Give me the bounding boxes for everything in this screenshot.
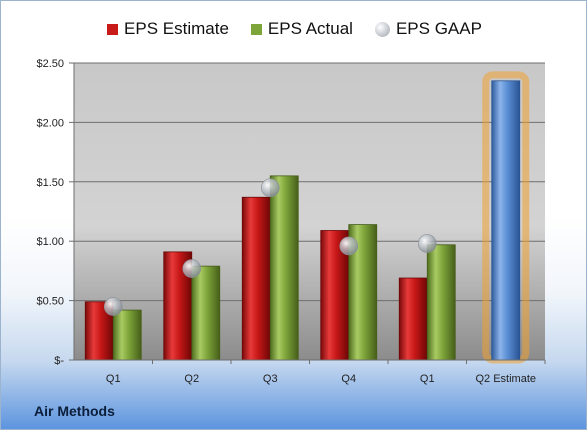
x-tick-label: Q2: [184, 373, 199, 385]
gaap-marker: [182, 259, 202, 278]
bar-estimate: [398, 277, 428, 361]
y-axis-ticks: $- $0.50 $1.00 $1.50 $2.00 $2.50: [36, 58, 75, 367]
bars: [84, 71, 530, 364]
gaap-marker: [260, 178, 280, 198]
company-name: Air Methods: [34, 403, 115, 419]
legend-swatch-gaap: [374, 21, 390, 37]
grid-lines: [74, 62, 545, 361]
legend-label-estimate: EPS Estimate: [124, 19, 229, 38]
legend-swatch-estimate: [107, 23, 119, 35]
bar-actual: [269, 175, 299, 361]
legend-item-gaap: EPS GAAP: [374, 19, 482, 39]
y-tick-label: $-: [54, 355, 64, 367]
plot-area: [74, 63, 545, 360]
y-tick-label: $2.00: [36, 117, 64, 129]
legend-swatch-actual: [250, 23, 262, 35]
gaap-marker: [103, 297, 123, 316]
y-tick-label: $2.50: [36, 58, 64, 70]
bar-estimate: [241, 196, 271, 361]
gaap-marker: [417, 234, 437, 253]
x-axis-ticks: Q1 Q2 Q3 Q4 Q1 Q2 Estimate: [74, 359, 546, 385]
x-tick-label: Q3: [263, 373, 278, 385]
legend-item-actual: EPS Actual: [250, 19, 353, 39]
legend-label-actual: EPS Actual: [267, 19, 353, 38]
bar-estimate: [491, 80, 521, 361]
y-tick-label: $0.50: [36, 296, 64, 308]
legend-label-gaap: EPS GAAP: [395, 19, 482, 38]
x-tick-label: Q2 Estimate: [475, 373, 536, 385]
y-tick-label: $1.00: [36, 236, 64, 248]
legend: EPS Estimate EPS Actual EPS GAAP: [1, 17, 587, 41]
gaap-markers: [103, 178, 437, 316]
x-tick-label: Q4: [341, 373, 356, 385]
bar-actual: [112, 309, 142, 361]
x-tick-label: Q1: [420, 373, 435, 385]
x-tick-label: Q1: [106, 373, 121, 385]
gaap-marker: [339, 236, 359, 256]
legend-item-estimate: EPS Estimate: [107, 19, 229, 39]
y-tick-label: $1.50: [36, 177, 64, 189]
bar-actual: [191, 265, 221, 361]
bar-actual: [426, 244, 456, 361]
